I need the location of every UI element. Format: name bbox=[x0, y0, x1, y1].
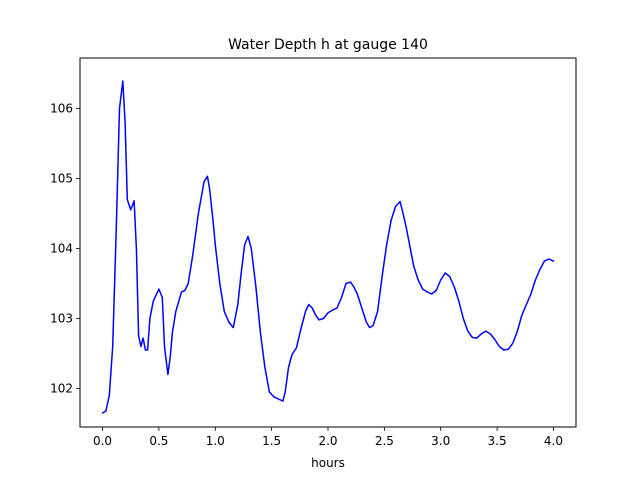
y-axis: 102 103 104 105 106 bbox=[50, 101, 80, 395]
x-tick-label: 4.0 bbox=[544, 434, 563, 448]
y-tick-label: 102 bbox=[50, 381, 73, 395]
x-tick-label: 2.5 bbox=[375, 434, 394, 448]
y-tick-label: 104 bbox=[50, 241, 73, 255]
y-tick-label: 103 bbox=[50, 311, 73, 325]
x-tick-label: 3.5 bbox=[488, 434, 507, 448]
chart-title: Water Depth h at gauge 140 bbox=[228, 37, 428, 53]
y-tick-label: 106 bbox=[50, 101, 73, 115]
x-tick-label: 1.5 bbox=[262, 434, 281, 448]
x-tick-label: 0.0 bbox=[93, 434, 112, 448]
x-axis-label: hours bbox=[311, 456, 345, 470]
x-tick-label: 2.0 bbox=[318, 434, 337, 448]
x-tick-label: 0.5 bbox=[149, 434, 168, 448]
x-axis: 0.0 0.5 1.0 1.5 2.0 2.5 3.0 3.5 4.0 bbox=[93, 427, 563, 448]
y-tick-label: 105 bbox=[50, 171, 73, 185]
x-tick-label: 3.0 bbox=[431, 434, 450, 448]
series-line bbox=[101, 80, 555, 414]
x-tick-label: 1.0 bbox=[206, 434, 225, 448]
